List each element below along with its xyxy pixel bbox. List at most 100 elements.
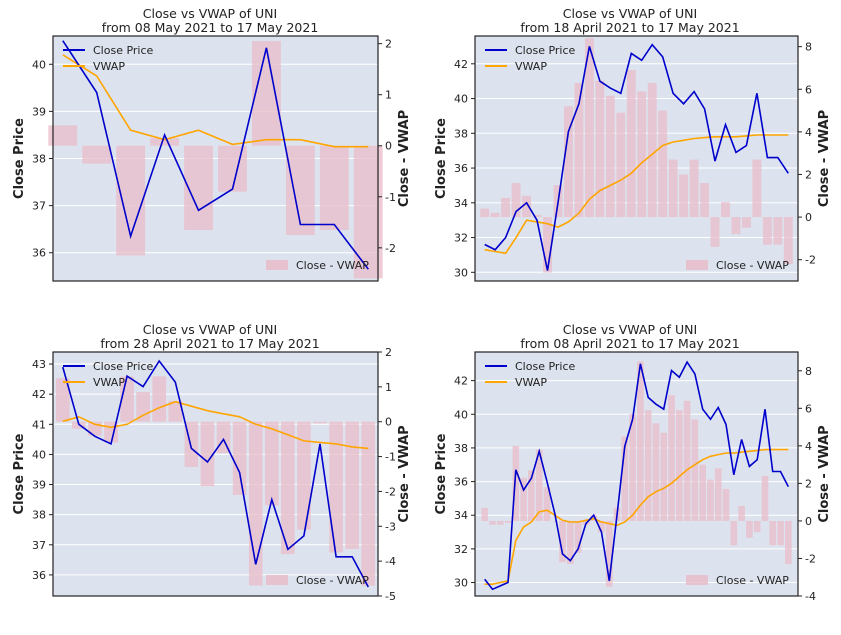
chart-subtitle: from 28 April 2021 to 17 May 2021 [100,336,319,351]
y-right-tick-label: 0 [805,211,812,224]
diff-bar [783,217,793,264]
diff-bar [769,520,777,546]
diff-bar [738,505,745,521]
diff-bar [150,138,180,146]
diff-bar [567,520,574,565]
vwap-line [484,448,789,586]
diff-bar [621,436,629,521]
y-tick-label: 36 [32,247,46,260]
legend-swatch-diff [686,575,708,585]
y-tick-label: 36 [454,162,468,175]
legend-label-close: Close Price [515,360,576,373]
chart-title: Close vs VWAP of UNI [563,6,697,21]
y-right-tick-label: -5 [385,590,396,603]
y-right-tick-label: 0 [385,416,392,429]
y-right-tick-label: 6 [805,83,812,96]
diff-bar [251,41,281,146]
diff-bar [218,145,247,192]
diff-bar [82,145,112,164]
diff-bar [55,378,70,422]
chart-panel-4: Close vs VWAP of UNI from 08 April 2021 t… [420,316,841,631]
y-tick-label: 30 [454,266,468,279]
y-right-tick-label: 1 [385,381,392,394]
diff-bar [563,106,573,218]
legend-label-close: Close Price [93,360,154,373]
diff-bar [504,520,512,523]
y-right-tick-label: 0 [805,515,812,528]
diff-bar [647,82,657,218]
legend-label-diff: Close - VWAP [716,574,789,587]
diff-bar [652,423,660,521]
y-right-tick-label: -2 [385,485,396,498]
diff-bar [721,202,730,218]
y-right-tick-label: -4 [805,590,816,603]
diff-bar [637,361,644,521]
y-right-tick-label: -1 [385,451,396,464]
y-right-tick-label: 6 [805,402,812,415]
y-tick-label: 30 [454,577,468,590]
diff-bar [520,477,527,521]
y-tick-label: 34 [454,197,468,210]
y-axis-label: Close Price [12,118,27,199]
plot-frame [474,35,799,282]
y-right-tick-label: -2 [805,254,816,267]
y-right-tick-label: 4 [805,440,812,453]
chart-subtitle: from 08 April 2021 to 17 May 2021 [520,336,739,351]
legend-swatch-diff [266,260,288,270]
diff-bar [543,217,552,273]
diff-bar [297,421,311,530]
y-right-axis-label: Close - VWAP [817,110,832,207]
diff-bar [691,419,699,521]
close-price-line [484,43,789,271]
diff-bar [480,208,490,218]
y-tick-label: 42 [454,375,468,388]
legend-label-diff: Close - VWAP [716,259,789,272]
diff-bar [714,468,722,521]
diff-bar [598,520,605,533]
diff-bar [746,520,753,538]
diff-bar [668,159,678,218]
y-tick-label: 40 [32,58,46,71]
y-tick-label: 42 [32,388,46,401]
diff-bar [551,520,559,522]
vwap-line [484,134,789,255]
plot-area [475,36,798,281]
y-tick-label: 40 [32,448,46,461]
diff-bar [168,400,183,422]
diff-bar [543,487,551,521]
diff-bar [574,520,582,553]
diff-bar [605,95,615,218]
diff-bar [731,217,741,235]
diff-bar [532,214,542,218]
y-tick-label: 37 [32,200,46,213]
y-right-tick-label: 2 [385,346,392,359]
y-right-tick-label: 4 [805,126,812,139]
legend-label-diff: Close - VWAP [296,574,369,587]
diff-bar [481,507,488,521]
y-right-tick-label: 8 [805,41,812,54]
y-axis-label: Close Price [12,433,27,514]
diff-bar [522,195,532,218]
diff-bar [605,520,613,587]
diff-bar [773,217,783,245]
legend-label-vwap: VWAP [93,60,125,73]
legend-swatch-diff [686,260,708,270]
y-right-axis-label: Close - VWAP [397,110,412,207]
diff-bar [637,91,647,218]
y-right-tick-label: 0 [385,140,392,153]
y-tick-label: 41 [32,418,46,431]
chart-subtitle: from 18 April 2021 to 17 May 2021 [520,20,739,35]
plot-frame [474,351,799,597]
y-tick-label: 38 [32,153,46,166]
diff-bar [489,520,496,525]
y-tick-label: 32 [454,232,468,245]
diff-bar [232,421,247,495]
chart-panel-1: Close vs VWAP of UNI from 08 May 2021 to … [0,0,420,316]
diff-bar [762,217,772,245]
diff-bar [683,400,691,521]
y-tick-label: 38 [454,442,468,455]
diff-bar [345,421,360,549]
diff-bar [200,421,215,487]
